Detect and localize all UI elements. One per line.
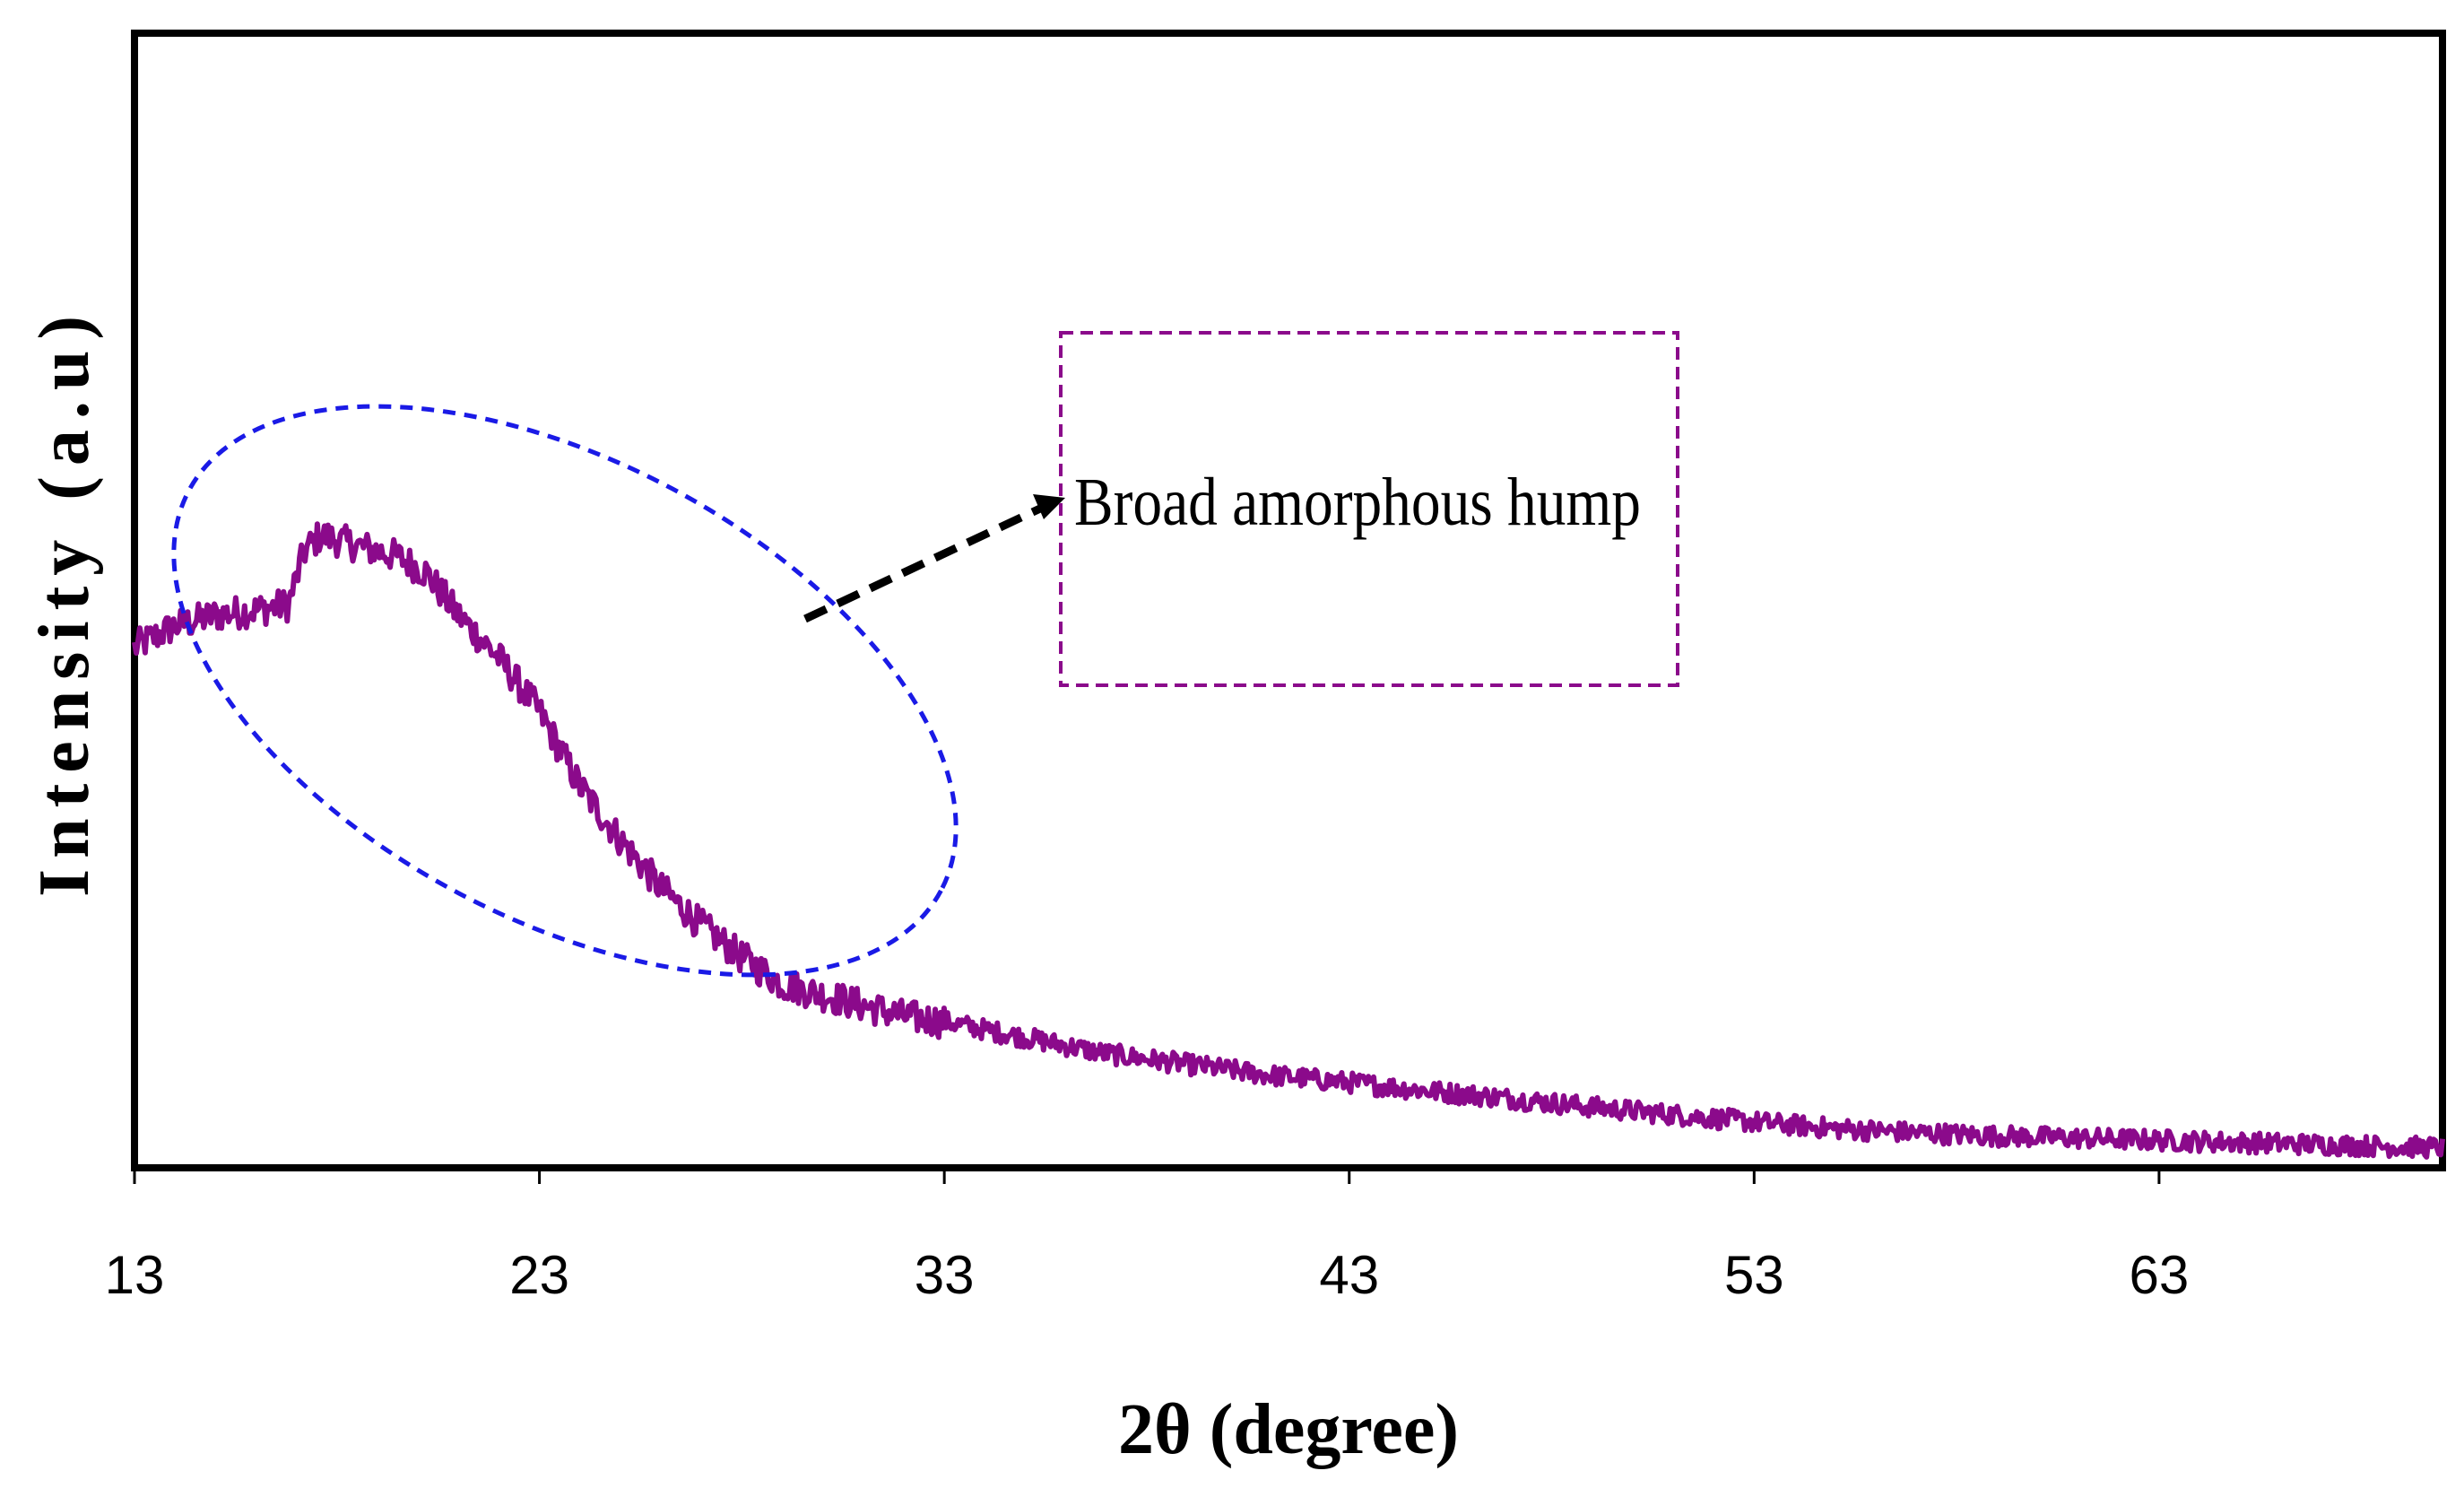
x-axis-title: 2θ (degree) xyxy=(1118,1390,1459,1469)
x-tick-label: 43 xyxy=(1319,1245,1379,1305)
arrow-head xyxy=(1033,494,1065,519)
annotation-arrow xyxy=(803,494,1065,623)
x-axis-ticks: 13 23 33 43 53 63 xyxy=(105,1168,2190,1305)
arrow-line xyxy=(803,504,1042,623)
x-tick-label: 53 xyxy=(1724,1245,1784,1305)
x-tick-label: 23 xyxy=(509,1245,569,1305)
x-tick-label: 63 xyxy=(2130,1245,2190,1305)
plot-frame xyxy=(131,30,2446,1171)
y-axis-title: Intensity (a.u) xyxy=(25,305,104,897)
annotation-box xyxy=(1059,331,1679,687)
x-tick-label: 33 xyxy=(915,1245,975,1305)
x-tick-label: 13 xyxy=(105,1245,165,1305)
hump-ellipse xyxy=(171,404,959,978)
annotation-text: Broad amorphous hump xyxy=(1074,465,1641,540)
series-line xyxy=(132,521,2445,1160)
